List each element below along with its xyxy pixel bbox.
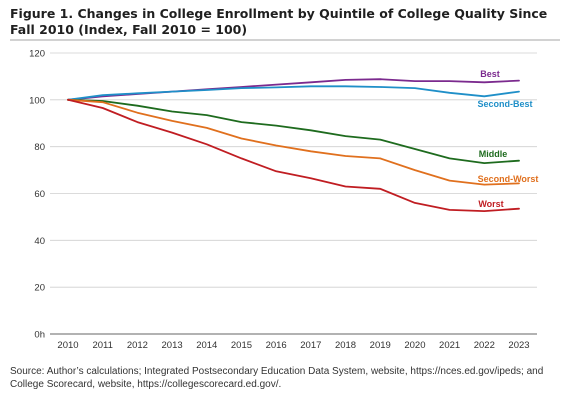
x-tick-label: 2011 <box>92 340 112 351</box>
x-tick-label: 2016 <box>266 340 287 351</box>
y-tick-label: 80 <box>34 142 45 153</box>
series-lines <box>67 78 520 212</box>
chart-title: Figure 1. Changes in College Enrollment … <box>10 6 548 37</box>
x-tick-label: 2019 <box>370 340 391 351</box>
x-tick-label: 2020 <box>404 340 425 351</box>
x-tick-label: 2018 <box>335 340 356 351</box>
x-tick-label: 2022 <box>474 340 495 351</box>
series-label: Middle <box>479 149 508 159</box>
y-tick-label: 100 <box>29 95 45 106</box>
series-line <box>67 98 520 186</box>
x-tick-label: 2010 <box>57 340 78 351</box>
series-labels: Best Second-Best Middle Second-Worst Worst <box>477 69 538 209</box>
y-tick-label: 60 <box>34 189 45 200</box>
series-label: Second-Worst <box>478 174 539 184</box>
source-note: Source: Author’s calculations; Integrate… <box>10 366 544 390</box>
series-line <box>67 98 520 212</box>
y-tick-label: 0h <box>34 330 45 341</box>
series-line <box>67 85 520 101</box>
x-tick-label: 2017 <box>300 340 321 351</box>
series-label: Second-Best <box>477 99 532 109</box>
series-label: Best <box>480 69 500 79</box>
y-tick-label: 120 <box>29 49 45 60</box>
grid-lines <box>50 52 537 335</box>
series-line <box>67 98 520 164</box>
series-line <box>67 78 520 101</box>
x-axis-tick-labels: 2010 2011 2012 2013 2014 2015 2016 2017 2018 2019… <box>57 340 529 351</box>
y-tick-label: 20 <box>34 283 45 294</box>
y-axis-tick-labels: 0h 20 40 60 80 100 120 <box>29 49 45 341</box>
x-tick-label: 2013 <box>162 340 183 351</box>
x-tick-label: 2015 <box>231 340 252 351</box>
x-tick-label: 2021 <box>439 340 460 351</box>
x-tick-label: 2014 <box>196 340 217 351</box>
y-tick-label: 40 <box>34 236 45 247</box>
x-tick-label: 2023 <box>508 340 529 351</box>
series-label: Worst <box>478 199 503 209</box>
x-tick-label: 2012 <box>127 340 148 351</box>
